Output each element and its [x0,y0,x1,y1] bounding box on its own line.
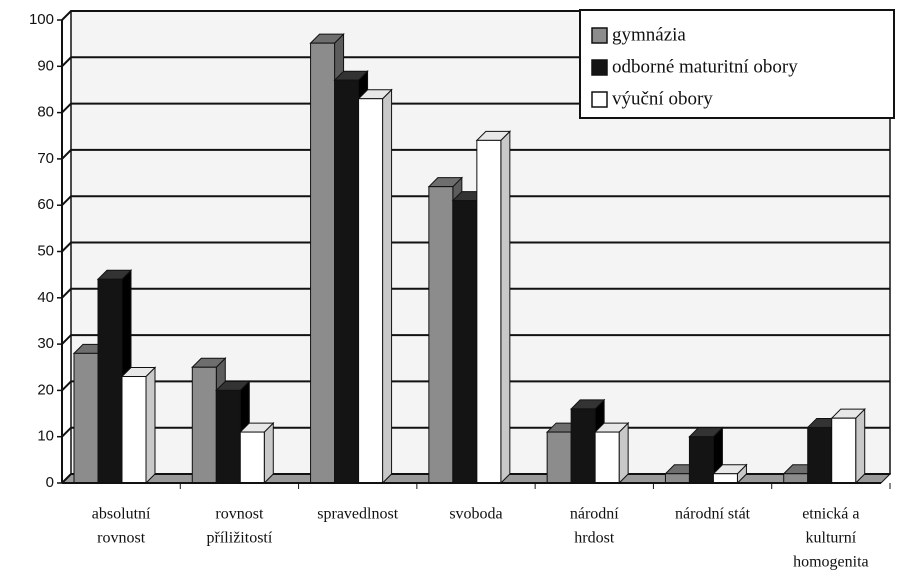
x-tick-label: etnická a [802,506,859,523]
bar [664,473,690,484]
bar [688,436,714,484]
legend-swatch [591,59,608,76]
y-tick-label: 0 [46,474,54,491]
y-tick-label: 60 [37,196,54,213]
grid-line [61,287,890,299]
grid-line [61,380,890,392]
bar-side [855,407,866,485]
y-tick-label: 70 [37,150,54,167]
bar [215,389,241,484]
bar-side [263,421,274,485]
bar [807,426,833,484]
x-tick-label: svoboda [449,506,502,523]
bar [831,417,857,484]
bar [191,366,217,484]
bar [121,376,147,484]
bar [334,79,360,484]
x-tick-label: národní stát [675,506,751,523]
legend-box [579,9,895,119]
x-tick-label: kulturní [806,530,857,547]
legend-label: výuční obory [612,88,713,109]
bar [452,200,478,484]
legend-swatch [591,91,608,108]
bar-side [145,366,156,485]
bar [546,431,572,484]
bar [570,408,596,484]
x-tick-label: hrdost [574,530,615,547]
x-tick-label: homogenita [793,554,869,571]
x-tick-label: rovnost [97,530,146,547]
bar [310,42,336,484]
bar-side [382,88,393,485]
bar [476,139,502,484]
legend-swatch [591,27,608,44]
x-tick-label: absolutní [92,506,151,523]
legend-label: odborné maturitní obory [612,56,798,77]
y-tick-label: 20 [37,381,54,398]
bar [428,186,454,484]
x-tick-label: spravedlnost [317,506,398,523]
legend: gymnázia odborné maturitní obory výuční ob… [579,9,895,119]
bar [358,98,384,484]
bar [73,352,99,484]
y-tick-label: 80 [37,104,54,121]
y-tick-label: 30 [37,335,54,352]
bar [783,473,809,484]
grid-line [61,148,890,160]
legend-label: gymnázia [612,24,686,45]
bar [239,431,265,484]
bar-side [618,421,629,485]
bar [594,431,620,484]
x-tick-label: národní [570,506,619,523]
y-tick-label: 90 [37,57,54,74]
x-tick-label: příližitostí [207,530,273,547]
bar [712,473,738,484]
bar-side [500,130,511,485]
x-tick-label: rovnost [215,506,264,523]
y-tick-label: 100 [29,11,54,28]
y-tick-label: 50 [37,242,54,259]
bar [97,278,123,484]
y-tick-label: 40 [37,289,54,306]
grid-line [61,334,890,345]
grid-line [61,195,890,206]
y-tick-label: 10 [37,428,54,445]
grid-line [61,241,890,253]
